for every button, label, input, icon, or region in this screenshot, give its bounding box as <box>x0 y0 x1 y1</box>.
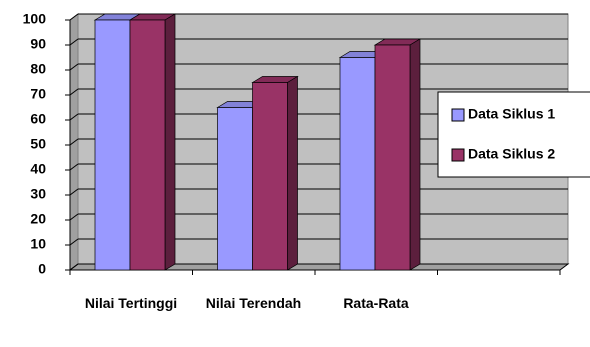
y-tick-label: 10 <box>30 236 46 252</box>
y-tick-label: 0 <box>38 261 46 277</box>
bar-side <box>164 13 176 271</box>
bar-front <box>374 44 411 271</box>
y-tick-label: 80 <box>30 61 46 77</box>
y-tick-label: 30 <box>30 186 46 202</box>
legend-swatch <box>451 108 465 122</box>
grid-line <box>69 38 79 46</box>
grid-line <box>69 113 79 121</box>
y-tick-label: 40 <box>30 161 46 177</box>
bar-front <box>217 107 253 271</box>
bar <box>128 13 177 271</box>
bar-front <box>129 19 166 271</box>
grid-line <box>69 13 79 21</box>
grid-line <box>69 238 79 246</box>
grid-line <box>69 188 79 196</box>
legend-label: Data Siklus 1 <box>468 106 555 122</box>
bar <box>251 75 299 271</box>
x-tick-label: Nilai Tertinggi <box>84 295 178 311</box>
bar-side <box>409 38 421 271</box>
bar-side <box>287 75 298 271</box>
y-tick-label: 90 <box>30 36 46 52</box>
bar-front <box>252 82 288 271</box>
x-tick-label: Rata-Rata <box>343 295 409 311</box>
y-tick-label: 50 <box>30 136 46 152</box>
y-tick-label: 20 <box>30 211 46 227</box>
y-tick-label: 60 <box>30 111 46 127</box>
bar-front <box>94 19 131 271</box>
grid-line <box>69 138 79 146</box>
legend-swatch <box>451 148 465 162</box>
grid-line <box>69 63 79 71</box>
x-tick-label: Nilai Terendah <box>205 295 302 311</box>
legend-box <box>437 91 590 178</box>
grid-line <box>69 263 79 271</box>
y-tick-label: 100 <box>23 11 47 27</box>
bar-front <box>339 57 376 271</box>
bar <box>373 38 422 271</box>
y-tick-label: 70 <box>30 86 46 102</box>
legend-label: Data Siklus 2 <box>468 146 555 162</box>
grid-line <box>69 88 79 96</box>
grid-line <box>69 163 79 171</box>
grid-line <box>69 213 79 221</box>
